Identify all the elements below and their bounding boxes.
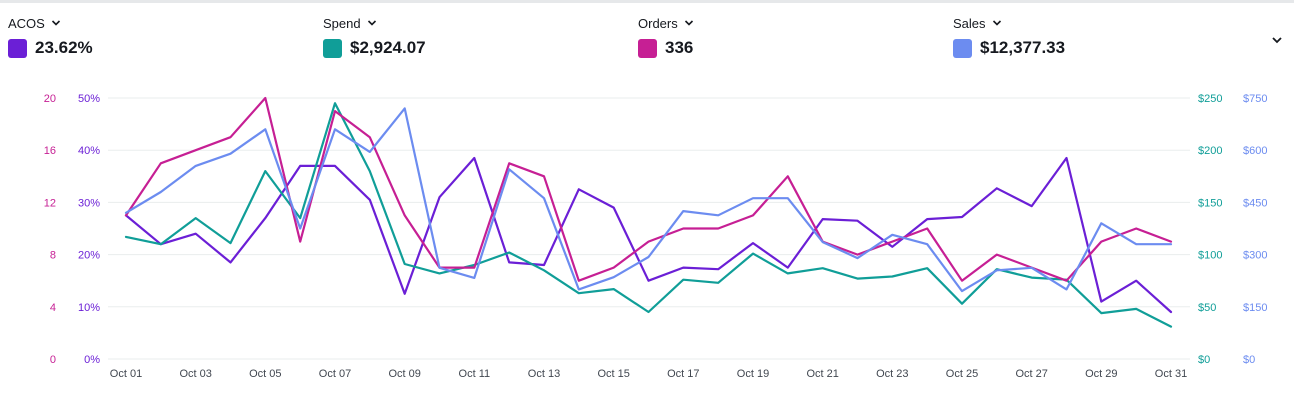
y-tick-label-sales: $600	[1243, 145, 1267, 157]
y-tick-label-acos: 20%	[78, 250, 100, 262]
x-tick-label: Oct 01	[110, 368, 142, 380]
series-color-swatch	[8, 38, 27, 58]
y-tick-label-sales: $150	[1243, 302, 1267, 314]
y-tick-label-sales: $0	[1243, 354, 1255, 366]
metric-sales[interactable]: Sales $12,377.33	[953, 14, 1065, 58]
y-tick-label-acos: 40%	[78, 145, 100, 157]
y-tick-label-acos: 30%	[78, 197, 100, 209]
series-line-orders	[124, 96, 1173, 282]
metric-value: 23.62%	[35, 38, 93, 57]
chevron-down-icon[interactable]	[684, 18, 694, 28]
metric-label: Orders	[638, 15, 678, 31]
x-tick-label: Oct 23	[876, 368, 908, 380]
metric-orders[interactable]: Orders 336	[638, 14, 694, 58]
y-tick-label-spend: $0	[1198, 354, 1210, 366]
metric-label: Sales	[953, 15, 986, 31]
y-tick-label-acos: 50%	[78, 93, 100, 105]
y-tick-label-orders: 16	[44, 145, 56, 157]
y-tick-label-orders: 20	[44, 93, 56, 105]
metric-value: $12,377.33	[980, 38, 1066, 57]
x-tick-label: Oct 15	[597, 368, 629, 380]
x-tick-label: Oct 09	[388, 368, 420, 380]
y-tick-label-acos: 10%	[78, 302, 100, 314]
y-tick-label-orders: 8	[50, 250, 56, 262]
series-color-swatch	[323, 38, 342, 58]
x-tick-label: Oct 11	[459, 368, 491, 380]
metric-spend[interactable]: Spend $2,924.07	[323, 14, 426, 58]
series-color-swatch	[953, 38, 972, 58]
series-line-spend	[124, 102, 1173, 328]
top-divider	[0, 0, 1294, 3]
x-tick-label: Oct 13	[528, 368, 560, 380]
x-tick-label: Oct 31	[1155, 368, 1187, 380]
metric-label: Spend	[323, 15, 361, 31]
x-tick-label: Oct 03	[179, 368, 211, 380]
y-tick-label-acos: 0%	[84, 354, 100, 366]
y-tick-label-orders: 12	[44, 197, 56, 209]
series-color-swatch	[638, 38, 657, 58]
expand-chevron-icon[interactable]	[1270, 33, 1284, 47]
metric-acos[interactable]: ACOS 23.62%	[8, 14, 93, 58]
metric-label: ACOS	[8, 15, 45, 31]
y-tick-label-orders: 0	[50, 354, 56, 366]
y-tick-label-spend: $50	[1198, 302, 1216, 314]
chevron-down-icon[interactable]	[992, 18, 1002, 28]
x-tick-label: Oct 17	[667, 368, 699, 380]
y-tick-label-sales: $300	[1243, 250, 1267, 262]
series-line-acos	[124, 156, 1173, 314]
y-tick-label-spend: $150	[1198, 197, 1222, 209]
x-tick-label: Oct 05	[249, 368, 281, 380]
y-tick-label-sales: $450	[1243, 197, 1267, 209]
x-tick-label: Oct 27	[1015, 368, 1047, 380]
x-tick-label: Oct 07	[319, 368, 351, 380]
metric-value: $2,924.07	[350, 38, 426, 57]
metric-value: 336	[665, 38, 694, 57]
x-tick-label: Oct 25	[946, 368, 978, 380]
y-tick-label-spend: $100	[1198, 250, 1222, 262]
y-tick-label-sales: $750	[1243, 93, 1267, 105]
y-tick-label-spend: $250	[1198, 93, 1222, 105]
chevron-down-icon[interactable]	[367, 18, 377, 28]
x-tick-label: Oct 29	[1085, 368, 1117, 380]
chevron-down-icon[interactable]	[51, 18, 61, 28]
y-tick-label-orders: 4	[50, 302, 56, 314]
x-tick-label: Oct 19	[737, 368, 769, 380]
y-tick-label-spend: $200	[1198, 145, 1222, 157]
x-tick-label: Oct 21	[806, 368, 838, 380]
series-line-sales	[124, 107, 1173, 293]
